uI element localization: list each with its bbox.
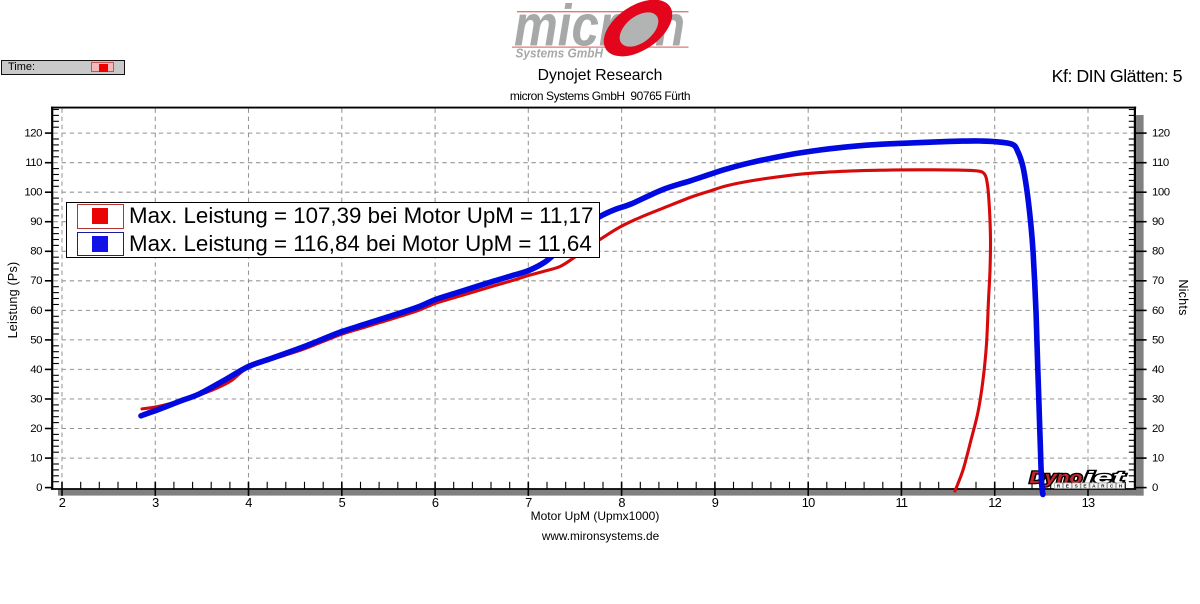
svg-text:0: 0 <box>1152 482 1158 494</box>
svg-text:3: 3 <box>152 495 159 510</box>
svg-text:Systems GmbH: Systems GmbH <box>516 47 604 61</box>
svg-text:12: 12 <box>988 495 1001 510</box>
svg-text:6: 6 <box>432 495 439 510</box>
svg-text:70: 70 <box>1152 275 1164 287</box>
svg-text:120: 120 <box>1152 128 1170 140</box>
svg-text:E: E <box>1083 484 1087 490</box>
svg-text:40: 40 <box>1152 364 1164 376</box>
svg-text:40: 40 <box>30 364 42 376</box>
svg-text:Motor UpM (Upmx1000): Motor UpM (Upmx1000) <box>531 509 660 523</box>
svg-text:20: 20 <box>30 423 42 435</box>
svg-text:20: 20 <box>1152 423 1164 435</box>
svg-text:60: 60 <box>1152 305 1164 317</box>
svg-text:50: 50 <box>30 334 42 346</box>
svg-text:110: 110 <box>25 157 42 169</box>
svg-text:H: H <box>1119 484 1123 490</box>
svg-text:5: 5 <box>339 495 346 510</box>
svg-text:10: 10 <box>30 453 42 465</box>
svg-text:110: 110 <box>1152 157 1169 169</box>
svg-text:100: 100 <box>24 187 42 199</box>
svg-text:90: 90 <box>1152 216 1164 228</box>
svg-text:micr: micr <box>514 0 621 59</box>
svg-text:7: 7 <box>525 495 532 510</box>
svg-text:10: 10 <box>1152 453 1164 465</box>
svg-text:80: 80 <box>30 246 42 258</box>
svg-text:0: 0 <box>36 482 42 494</box>
svg-text:30: 30 <box>1152 393 1164 405</box>
svg-text:R: R <box>1057 484 1061 490</box>
svg-text:9: 9 <box>712 495 719 510</box>
svg-text:100: 100 <box>1152 187 1170 199</box>
svg-text:11: 11 <box>895 495 907 510</box>
svg-text:70: 70 <box>30 275 42 287</box>
svg-text:50: 50 <box>1152 334 1164 346</box>
svg-text:Nichts: Nichts <box>1176 279 1190 315</box>
svg-text:120: 120 <box>24 128 42 140</box>
svg-text:A: A <box>1092 484 1096 490</box>
svg-text:10: 10 <box>802 495 815 510</box>
svg-text:www.mironsystems.de: www.mironsystems.de <box>541 529 660 543</box>
svg-text:E: E <box>1066 484 1070 490</box>
svg-text:S: S <box>1075 484 1079 490</box>
svg-text:8: 8 <box>618 495 625 510</box>
svg-text:80: 80 <box>1152 246 1164 258</box>
svg-text:C: C <box>1110 484 1114 490</box>
svg-text:Leistung (Ps): Leistung (Ps) <box>6 262 20 339</box>
svg-text:90: 90 <box>30 216 42 228</box>
svg-text:4: 4 <box>245 495 252 510</box>
svg-text:30: 30 <box>30 393 42 405</box>
svg-text:R: R <box>1101 484 1105 490</box>
svg-text:60: 60 <box>30 305 42 317</box>
svg-text:2: 2 <box>59 495 66 510</box>
svg-text:13: 13 <box>1082 495 1095 510</box>
